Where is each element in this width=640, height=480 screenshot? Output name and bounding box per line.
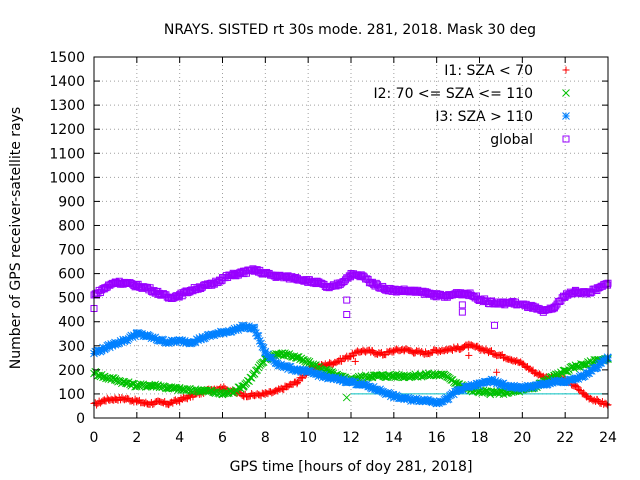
outlier-point (458, 308, 466, 316)
axis-ticks: 0100200300400500600700800900100011001200… (49, 50, 617, 446)
data-point (482, 345, 490, 353)
data-point (365, 373, 374, 381)
y-tick-label: 1100 (49, 146, 85, 162)
y-tick-label: 1300 (49, 98, 85, 114)
y-tick-label: 0 (76, 411, 85, 427)
outlier-point (458, 301, 466, 309)
legend-marker (562, 89, 570, 97)
outlier-point (343, 296, 351, 304)
data-point (439, 370, 447, 379)
y-tick-label: 1000 (49, 170, 85, 186)
data-point (380, 372, 389, 381)
data-point (392, 370, 401, 379)
outlier-point (493, 368, 501, 376)
x-tick-label: 6 (218, 430, 227, 446)
y-tick-label: 1400 (49, 74, 85, 90)
legend-label: global (490, 132, 533, 148)
data-point (478, 389, 486, 397)
series-3 (90, 321, 612, 408)
outlier-point (490, 321, 498, 329)
x-tick-label: 2 (132, 430, 141, 446)
series-4 (90, 265, 612, 329)
y-tick-label: 400 (58, 315, 85, 331)
x-tick-label: 22 (556, 430, 574, 446)
x-tick-label: 10 (299, 430, 317, 446)
x-axis-label: GPS time [hours of doy 281, 2018] (230, 459, 473, 475)
data-point (487, 347, 495, 355)
y-tick-label: 1200 (49, 122, 85, 138)
x-tick-label: 14 (385, 430, 403, 446)
outlier-point (465, 351, 473, 359)
plot-area (90, 265, 612, 409)
legend: I1: SZA < 70 I2: 70 <= SZA <= 110 I3: SZA … (373, 63, 570, 148)
legend-label: I1: SZA < 70 (444, 63, 533, 79)
data-point (120, 396, 128, 404)
data-point (579, 360, 588, 369)
legend-label: I3: SZA > 110 (435, 109, 533, 125)
data-point (305, 357, 314, 366)
outlier-point (351, 357, 359, 365)
y-tick-label: 200 (58, 363, 85, 379)
y-tick-label: 500 (58, 291, 85, 307)
legend-marker (562, 112, 570, 120)
legend-marker (562, 66, 570, 74)
y-axis-label: Number of GPS receiver-satellite rays (8, 107, 24, 369)
data-point (151, 380, 160, 389)
data-point (253, 366, 262, 374)
data-point (573, 362, 582, 371)
legend-marker (562, 135, 570, 143)
data-point (602, 400, 610, 408)
x-tick-label: 20 (513, 430, 531, 446)
y-tick-label: 700 (58, 243, 85, 259)
y-tick-label: 100 (58, 387, 85, 403)
legend-label: I2: 70 <= SZA <= 110 (373, 86, 533, 102)
x-tick-label: 24 (599, 430, 617, 446)
y-tick-label: 800 (58, 218, 85, 234)
outlier-point (342, 393, 351, 402)
x-tick-label: 0 (90, 430, 99, 446)
x-tick-label: 16 (428, 430, 446, 446)
outlier-point (343, 311, 351, 319)
x-tick-label: 4 (175, 430, 184, 446)
x-tick-label: 18 (471, 430, 489, 446)
y-tick-label: 900 (58, 194, 85, 210)
y-tick-label: 300 (58, 339, 85, 355)
data-point (259, 343, 268, 352)
y-tick-label: 1500 (49, 50, 85, 66)
chart-title: NRAYS. SISTED rt 30s mode. 281, 2018. Ma… (164, 22, 536, 38)
x-tick-label: 8 (261, 430, 270, 446)
x-tick-label: 12 (342, 430, 360, 446)
y-tick-label: 600 (58, 267, 85, 283)
data-point (254, 332, 263, 340)
data-point (482, 387, 490, 396)
data-point (175, 383, 184, 392)
data-point (293, 379, 301, 387)
